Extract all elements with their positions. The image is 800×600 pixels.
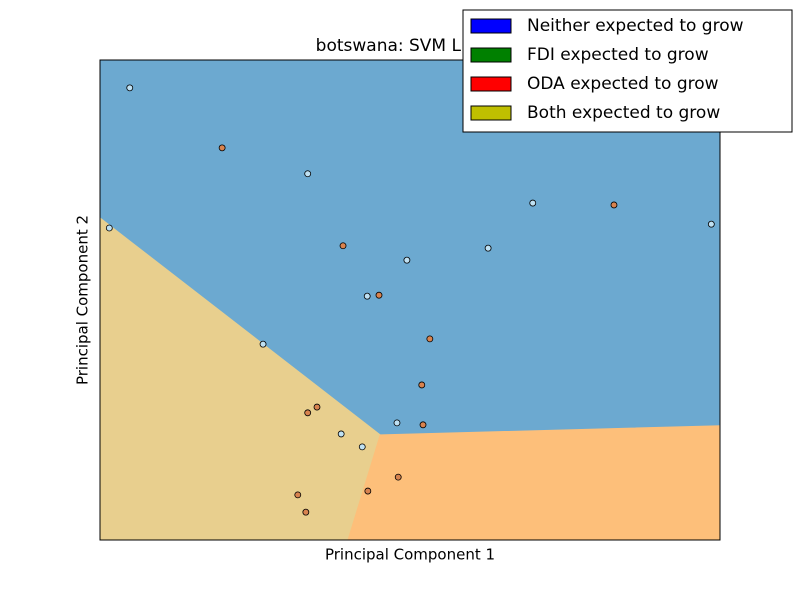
- point: [707, 220, 715, 228]
- point: [126, 84, 134, 92]
- point: [484, 244, 492, 252]
- legend-label: FDI expected to grow: [527, 45, 709, 65]
- point: [259, 340, 267, 348]
- legend-swatch: [470, 47, 512, 63]
- legend-swatch: [470, 18, 512, 34]
- point: [418, 381, 426, 389]
- point: [419, 421, 427, 429]
- chart-title: botswana: SVM Linear: [316, 36, 505, 56]
- y-axis-label: Principal Component 2: [74, 215, 92, 385]
- point: [304, 409, 312, 417]
- point: [105, 224, 113, 232]
- point: [294, 491, 302, 499]
- legend-label: Both expected to grow: [527, 103, 720, 123]
- point: [529, 199, 537, 207]
- point: [426, 335, 434, 343]
- point: [304, 170, 312, 178]
- plot-area: [99, 59, 721, 541]
- point: [358, 443, 366, 451]
- legend-swatch: [470, 76, 512, 92]
- point: [218, 144, 226, 152]
- point: [302, 508, 310, 516]
- point: [339, 242, 347, 250]
- legend-label: Neither expected to grow: [527, 16, 744, 36]
- plot-frame: [99, 59, 721, 541]
- point: [393, 419, 401, 427]
- legend-label: ODA expected to grow: [527, 74, 719, 94]
- point: [375, 291, 383, 299]
- point: [610, 201, 618, 209]
- decision-region: [347, 425, 721, 541]
- point: [313, 403, 321, 411]
- point: [394, 473, 402, 481]
- point: [364, 487, 372, 495]
- point: [363, 292, 371, 300]
- point: [337, 430, 345, 438]
- point: [403, 256, 411, 264]
- legend-swatch: [470, 105, 512, 121]
- legend-box: [462, 9, 793, 133]
- legend: Neither expected to grow FDI expected to …: [462, 9, 793, 133]
- x-axis-label: Principal Component 1: [325, 546, 495, 564]
